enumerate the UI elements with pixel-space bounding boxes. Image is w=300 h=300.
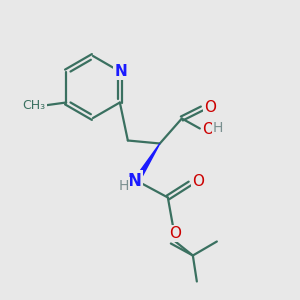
Text: O: O (169, 226, 181, 241)
Text: N: N (115, 64, 127, 79)
Text: O: O (192, 174, 204, 189)
Text: N: N (128, 172, 142, 190)
Text: CH₃: CH₃ (22, 99, 46, 112)
Text: H: H (213, 121, 223, 134)
Text: O: O (204, 100, 216, 115)
Text: O: O (202, 122, 214, 137)
Polygon shape (138, 143, 160, 177)
Text: H: H (119, 178, 129, 193)
